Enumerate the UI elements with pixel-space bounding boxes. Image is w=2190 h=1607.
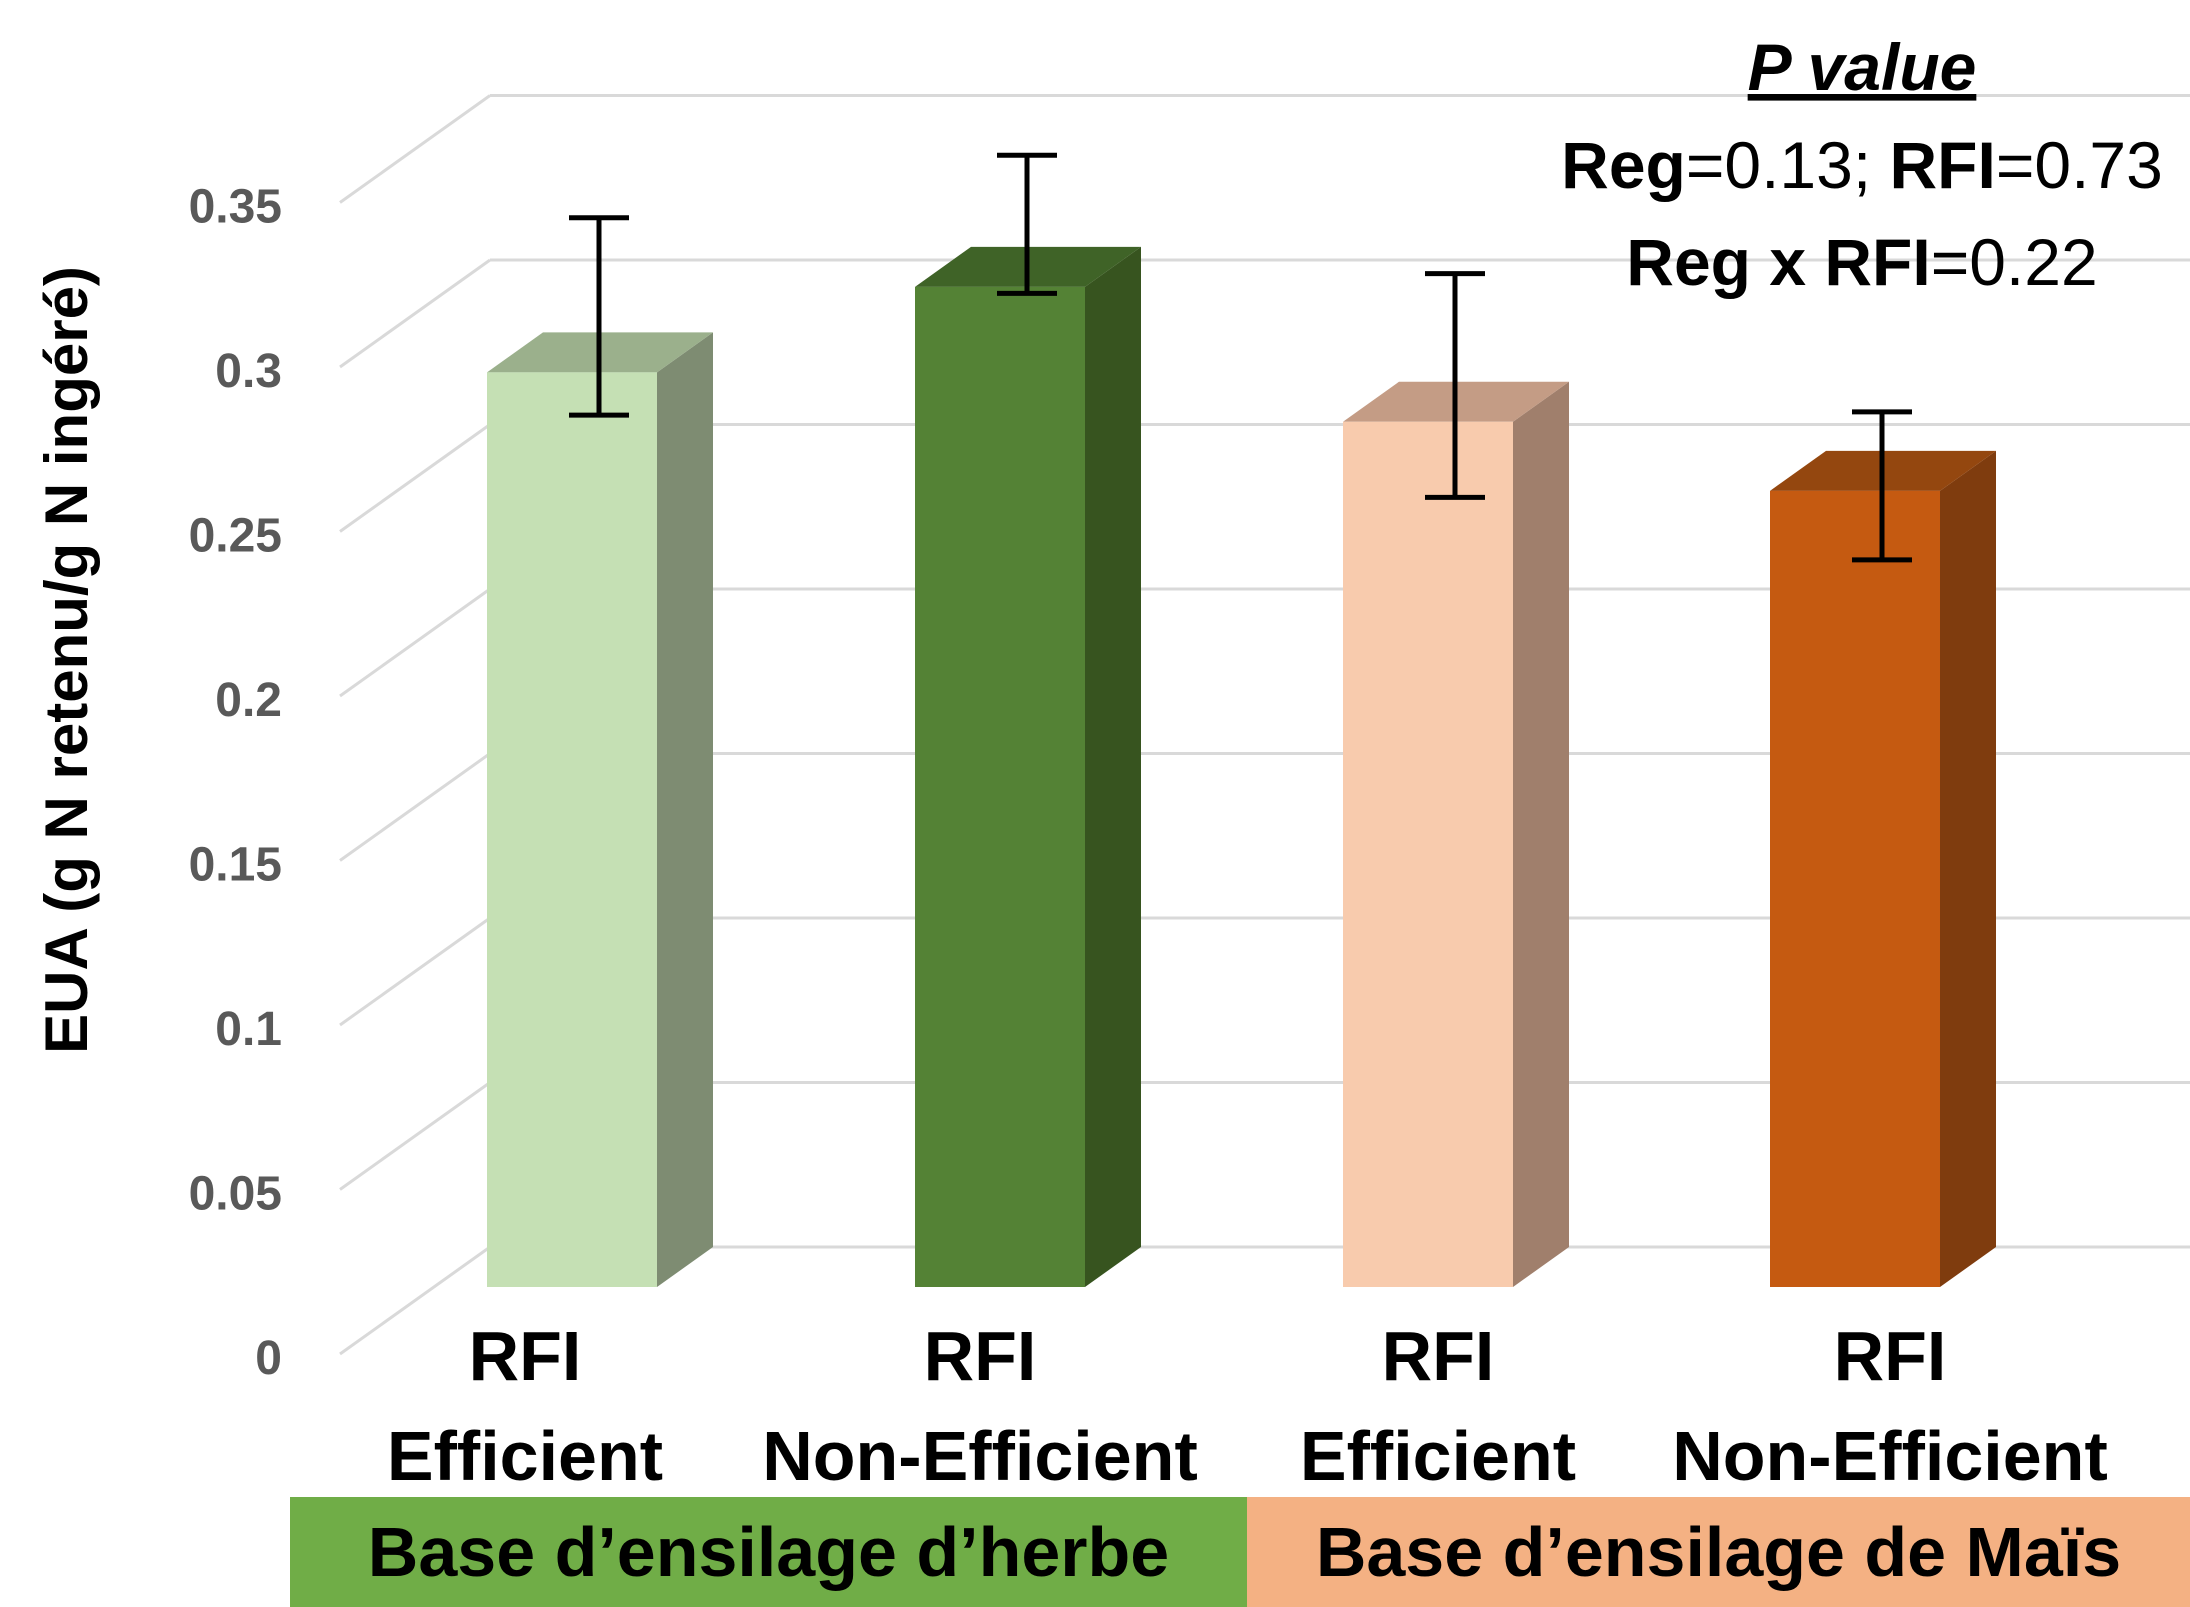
y-tick-label: 0.25 [189,510,282,563]
bar-front [1343,421,1513,1288]
bar-front [1770,490,1940,1287]
gridline-side [339,587,491,698]
category-label-line2: Efficient [387,1417,663,1495]
p-value-title: P value [1748,30,1977,104]
category-label-line1: RFI [1382,1317,1495,1395]
error-bars [569,152,1912,563]
category-label-line1: RFI [924,1317,1037,1395]
gridlines [339,94,2190,1356]
y-tick-label: 0.05 [189,1168,282,1221]
p-value-line-2: Reg x RFI=0.22 [1626,225,2097,299]
group-label-maize-silage: Base d’ensilage de Maïs [1247,1497,2190,1607]
category-label-line1: RFI [469,1317,582,1395]
gridline-side [339,258,491,369]
y-tick-labels: 0 0.05 0.1 0.15 0.2 0.25 0.3 0.35 [189,181,282,1386]
error-bar [1852,409,1912,563]
group-label-grass-silage: Base d’ensilage d’herbe [290,1497,1247,1607]
category-label-line1: RFI [1834,1317,1947,1395]
gridline-side [339,1081,491,1191]
bar-side [1513,381,1569,1288]
p-value-annotation: P value Reg=0.13; RFI=0.73 Reg x RFI=0.2… [1561,30,2163,299]
bar [915,246,1141,1288]
y-tick-label: 0.15 [189,839,282,892]
category-labels: RFI Efficient RFI Non-Efficient RFI Efficient… [387,1317,2108,1495]
bar [1770,450,1996,1287]
y-tick-label: 0.35 [189,181,282,234]
category-label-line2: Non-Efficient [1672,1417,2108,1495]
error-bar [1425,271,1485,500]
bar-side [1940,450,1996,1287]
bar-side [1085,246,1141,1288]
gridline-side [339,423,491,533]
y-axis-label: EUA (g N retenu/g N ingéré) [33,266,100,1054]
y-tick-label: 0.1 [215,1003,282,1056]
bar-front [915,286,1085,1288]
bar-front [487,372,657,1287]
gridline-side [339,752,491,862]
y-tick-label: 0.3 [215,345,282,398]
bars [487,246,1996,1288]
bar [1343,381,1569,1288]
p-value-line-1: Reg=0.13; RFI=0.73 [1561,128,2163,202]
category-label-line2: Non-Efficient [762,1417,1198,1495]
bar-side [657,332,713,1287]
error-bar [569,215,629,418]
category-label-line2: Efficient [1300,1417,1576,1495]
error-bar [997,152,1057,296]
gridline-side [339,1245,491,1356]
y-tick-label: 0 [255,1332,282,1385]
y-tick-label: 0.2 [215,674,282,727]
gridline-side [339,94,491,204]
gridline-side [339,916,491,1027]
bar [487,332,713,1287]
